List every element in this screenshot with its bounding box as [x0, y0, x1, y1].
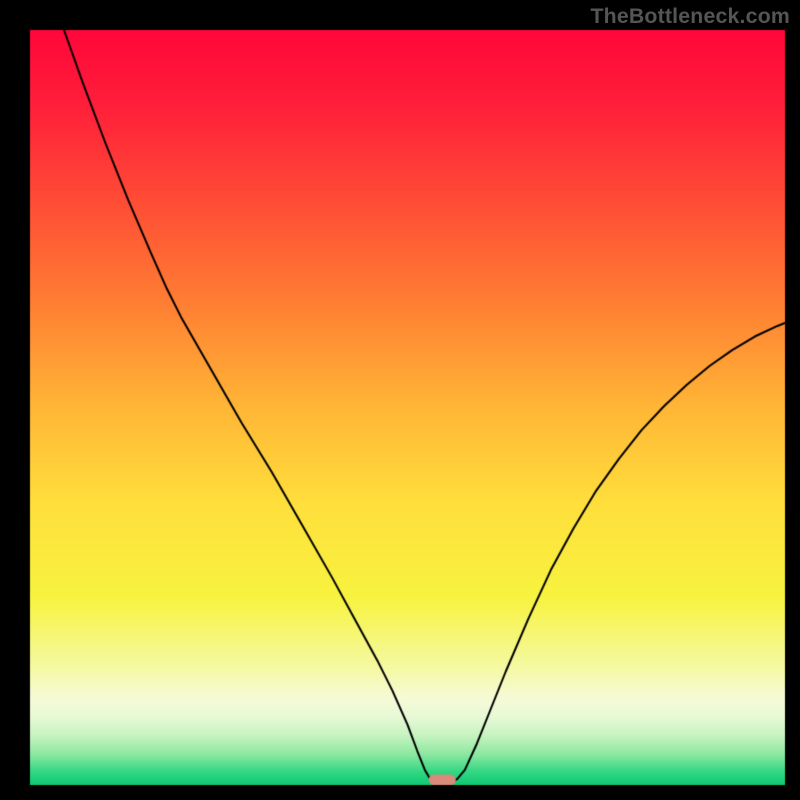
watermark-text: TheBottleneck.com [590, 4, 790, 29]
bottleneck-chart-canvas [0, 0, 800, 800]
